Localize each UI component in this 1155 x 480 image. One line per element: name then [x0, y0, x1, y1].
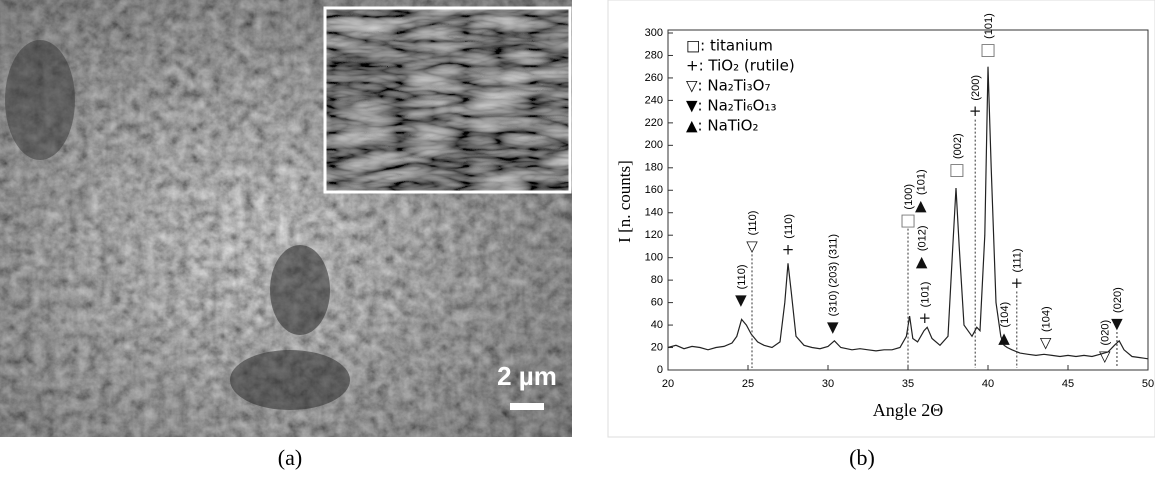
legend-entry: +: TiO₂ (rutile): [686, 57, 795, 75]
peak-label: (020): [1100, 320, 1112, 346]
peak-marker: ▽: [1040, 334, 1052, 352]
y-tick-label: 80: [651, 274, 663, 286]
x-tick-label: 30: [822, 378, 834, 390]
y-tick-label: 200: [645, 139, 663, 151]
peak-label: (110): [736, 264, 748, 289]
peak-marker: ▼: [735, 291, 747, 309]
x-tick-label: 50: [1142, 378, 1154, 390]
legend-entry: ▼: Na₂Ti₆O₁₃: [686, 97, 777, 115]
y-tick-label: 260: [645, 72, 663, 84]
y-axis-label: I [n. counts]: [615, 160, 634, 243]
y-tick-label: 180: [645, 162, 663, 174]
caption: (a): [278, 445, 302, 470]
peak-label: (101): [983, 13, 995, 39]
x-tick-label: 25: [742, 378, 754, 390]
y-tick-label: 20: [651, 341, 663, 353]
peak-marker: +: [969, 102, 982, 120]
peak-marker: ▲: [998, 329, 1010, 347]
peak-marker: +: [1011, 274, 1024, 292]
peak-marker: ▲: [916, 253, 928, 271]
figure: 2 µm (a) (b) 0 20 40 60 80 100 120 140 160 180 200…: [0, 0, 1155, 475]
y-tick-label: 120: [645, 229, 663, 241]
peak-marker: +: [782, 240, 795, 258]
inset-image: [325, 8, 570, 192]
x-tick-label: 45: [1062, 378, 1074, 390]
x-tick-label: 20: [662, 378, 674, 390]
caption: (b): [849, 445, 875, 470]
peak-marker: □: [980, 40, 996, 60]
peak-label: (110): [783, 214, 795, 239]
peak-marker: +: [919, 309, 932, 327]
y-tick-label: 0: [657, 364, 663, 376]
peak-marker: ▽: [746, 237, 758, 255]
scale-bar: [510, 403, 544, 410]
y-tick-label: 240: [645, 94, 663, 106]
y-tick-label: 100: [645, 252, 663, 264]
peak-label: (020): [1112, 287, 1124, 313]
peak-label: (002): [952, 133, 964, 159]
y-tick-label: 160: [645, 184, 663, 196]
y-tick-label: 40: [651, 319, 663, 331]
xrd-chart: 0 20 40 60 80 100 120 140 160 180 200 220 240 260 280 3…: [615, 13, 1154, 420]
peak-label: (111): [1012, 248, 1024, 272]
peak-label: (101): [920, 282, 932, 308]
y-tick-label: 280: [645, 49, 663, 61]
x-tick-label: 35: [902, 378, 914, 390]
peak-label: (200): [970, 75, 982, 101]
peak-label: (101): [916, 169, 928, 195]
legend-entry: ▲: NaTiO₂: [686, 117, 758, 135]
peak-label: (310) (203) (311): [828, 234, 840, 316]
peak-marker: ▲: [915, 196, 927, 214]
peak-marker: □: [949, 160, 965, 180]
sem-image: 2 µm: [0, 0, 572, 437]
peak-marker: ▽: [1099, 347, 1111, 365]
peak-marker: ▼: [827, 318, 839, 336]
peak-label: (104): [1041, 306, 1053, 332]
scale-bar-label: 2 µm: [497, 361, 557, 391]
peak-marker: □: [900, 211, 916, 231]
y-tick-label: 140: [645, 207, 663, 219]
peak-label: (104): [999, 302, 1011, 328]
x-tick-label: 40: [982, 378, 994, 390]
peak-label: (110): [747, 211, 759, 236]
peak-marker: ▼: [1111, 314, 1123, 332]
y-tick-label: 220: [645, 117, 663, 129]
legend-entry: ▽: Na₂Ti₃O₇: [686, 77, 771, 95]
y-tick-label: 60: [651, 297, 663, 309]
y-tick-label: 300: [645, 27, 663, 39]
peak-label: (100): [903, 184, 915, 210]
legend-entry: □: titanium: [686, 37, 773, 55]
peak-label: (012): [917, 225, 929, 251]
x-axis-label: Angle 2Θ: [873, 400, 944, 420]
